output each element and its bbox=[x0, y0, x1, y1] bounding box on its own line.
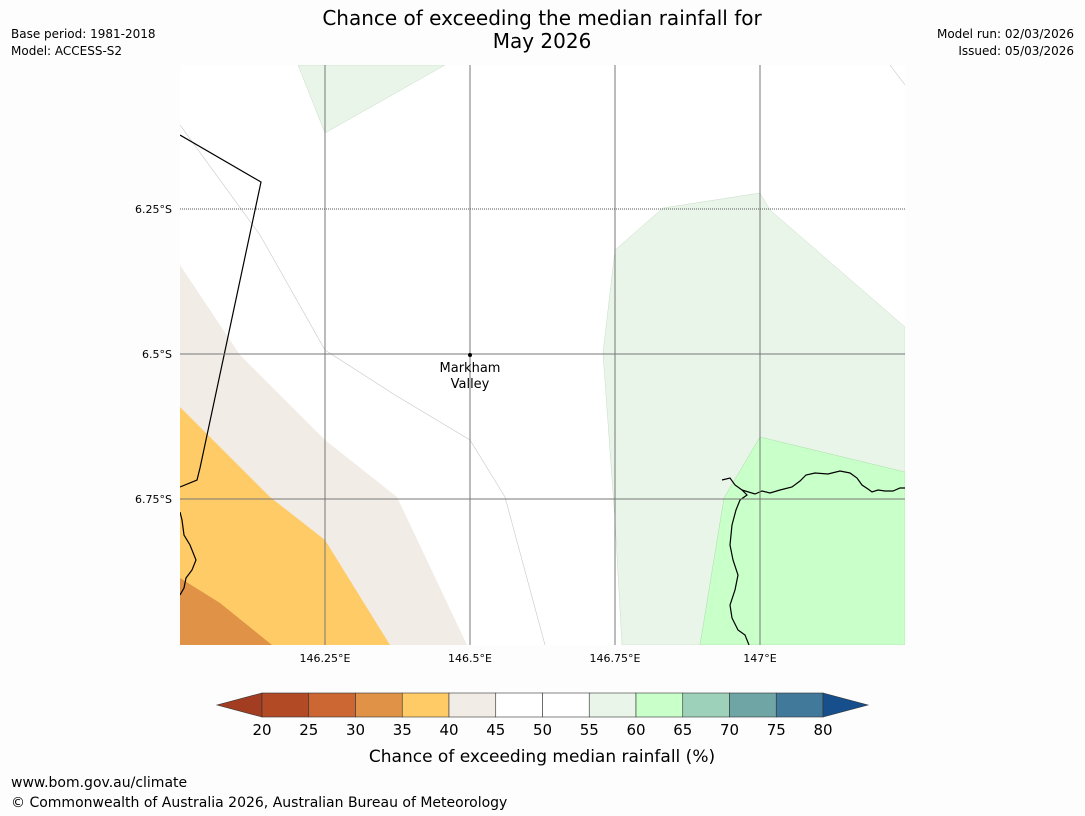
lat-label-6-75: 6.75°S bbox=[135, 493, 172, 506]
base-period: Base period: 1981-2018 bbox=[11, 27, 156, 41]
lon-label-147: 147°E bbox=[743, 652, 776, 665]
coastline-east bbox=[721, 477, 750, 645]
place-label-line-2: Valley bbox=[451, 377, 490, 392]
colorbar-tick-label: 35 bbox=[393, 721, 412, 739]
map-title: Chance of exceeding the median rainfall … bbox=[242, 7, 842, 53]
colorbar-extend-low bbox=[215, 692, 263, 718]
region-55-60-top bbox=[297, 65, 446, 134]
region-60-65 bbox=[699, 436, 905, 645]
footer-url[interactable]: www.bom.gov.au/climate bbox=[11, 775, 188, 791]
model-info: Base period: 1981-2018 Model: ACCESS-S2 bbox=[11, 26, 156, 60]
place-label-line-1: Markham bbox=[440, 361, 501, 376]
border-line bbox=[180, 134, 262, 488]
colorbar-segment-45-50 bbox=[495, 692, 543, 718]
colorbar-segment-25-30 bbox=[308, 692, 356, 718]
title-line-2: May 2026 bbox=[492, 29, 592, 53]
colorbar-tick-label: 45 bbox=[486, 721, 505, 739]
colorbar-tick-label: 50 bbox=[533, 721, 552, 739]
issued-date: Issued: 05/03/2026 bbox=[958, 44, 1074, 58]
colorbar-tick-label: 30 bbox=[346, 721, 365, 739]
coastline-west bbox=[180, 511, 197, 596]
colorbar-segment-60-65 bbox=[635, 692, 684, 718]
colorbar-tick-label: 80 bbox=[813, 721, 832, 739]
colorbar-tick-label: 25 bbox=[299, 721, 318, 739]
colorbar-segment-55-60 bbox=[588, 692, 637, 718]
colorbar-segment-30-35 bbox=[355, 692, 403, 718]
colorbar: 20 25 30 35 40 45 50 55 60 65 70 75 80 bbox=[215, 692, 870, 739]
colorbar-tick-label: 55 bbox=[580, 721, 599, 739]
colorbar-segment-65-70 bbox=[682, 692, 730, 718]
place-marker bbox=[468, 353, 472, 357]
model-run: Model run: 02/03/2026 bbox=[936, 27, 1074, 41]
coastline-northeast bbox=[741, 470, 905, 495]
lon-label-146-25: 146.25°E bbox=[300, 652, 351, 665]
region-30-35 bbox=[180, 578, 272, 645]
lon-label-146-75: 146.75°E bbox=[590, 652, 641, 665]
colorbar-tick-label: 65 bbox=[673, 721, 692, 739]
colorbar-segment-20-25 bbox=[261, 692, 310, 718]
colorbar-segment-35-40 bbox=[401, 692, 450, 718]
colorbar-segment-70-75 bbox=[729, 692, 777, 718]
colorbar-tick-label: 75 bbox=[767, 721, 786, 739]
colorbar-title: Chance of exceeding median rainfall (%) bbox=[369, 747, 715, 767]
region-35-40 bbox=[180, 407, 390, 645]
lon-label-146-5: 146.5°E bbox=[448, 652, 492, 665]
colorbar-segment-75-80 bbox=[775, 692, 824, 718]
title-line-1: Chance of exceeding the median rainfall … bbox=[322, 6, 762, 30]
contour-line-1 bbox=[180, 124, 546, 645]
lat-label-6-25: 6.25°S bbox=[135, 203, 172, 216]
contour-line-2 bbox=[889, 65, 905, 86]
colorbar-tick-label: 20 bbox=[252, 721, 271, 739]
colorbar-segment-40-45 bbox=[448, 692, 497, 718]
colorbar-tick-label: 60 bbox=[626, 721, 645, 739]
run-info: Model run: 02/03/2026 Issued: 05/03/2026 bbox=[937, 26, 1074, 60]
colorbar-tick-label: 70 bbox=[720, 721, 739, 739]
map-area bbox=[180, 65, 905, 645]
lat-label-6-5: 6.5°S bbox=[142, 348, 172, 361]
colorbar-tick-label: 40 bbox=[439, 721, 458, 739]
footer-copyright: © Commonwealth of Australia 2026, Austra… bbox=[11, 795, 508, 811]
model-name: Model: ACCESS-S2 bbox=[11, 44, 123, 58]
colorbar-segment-50-55 bbox=[542, 692, 590, 718]
colorbar-extend-high bbox=[822, 692, 870, 718]
